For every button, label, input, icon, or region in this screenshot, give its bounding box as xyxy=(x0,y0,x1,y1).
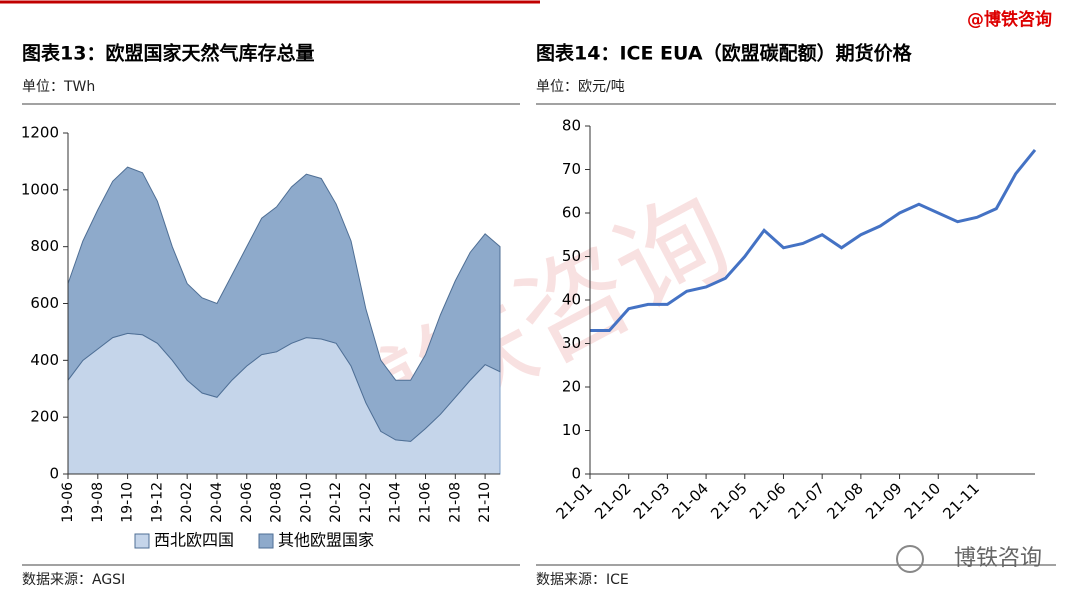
unit-label: 单位：TWh xyxy=(22,79,95,95)
y-tick-label: 400 xyxy=(30,351,59,369)
y-tick-label: 30 xyxy=(562,334,581,352)
logo-icon xyxy=(896,545,924,573)
line xyxy=(590,148,1037,332)
x-tick-label: 21-10 xyxy=(477,482,493,523)
y-tick-label: 0 xyxy=(49,465,59,483)
x-tick-label: 20-10 xyxy=(298,482,314,523)
y-tick-label: 80 xyxy=(562,117,581,135)
watermark: @博铁咨询 xyxy=(967,9,1052,30)
y-tick-label: 60 xyxy=(562,204,581,222)
x-tick-label: 20-02 xyxy=(179,482,195,523)
y-tick-label: 1200 xyxy=(21,124,59,142)
chart-title: 图表14：ICE EUA（欧盟碳配额）期货价格 xyxy=(536,42,913,65)
x-tick-label: 20-04 xyxy=(209,482,225,523)
y-tick-label: 40 xyxy=(562,291,581,309)
y-tick-label: 0 xyxy=(571,465,581,483)
x-tick-label: 19-10 xyxy=(120,482,136,523)
chart-title: 图表13：欧盟国家天然气库存总量 xyxy=(22,42,314,65)
x-tick-label: 21-02 xyxy=(358,482,374,523)
x-tick-label: 19-06 xyxy=(60,482,76,523)
x-tick-label: 21-06 xyxy=(418,482,434,523)
y-tick-label: 1000 xyxy=(21,180,59,198)
y-tick-label: 70 xyxy=(562,160,581,178)
source-label: 数据来源：ICE xyxy=(536,572,629,588)
legend-label: 其他欧盟国家 xyxy=(278,531,374,550)
legend-swatch xyxy=(134,533,150,549)
y-tick-label: 10 xyxy=(562,421,581,439)
y-tick-label: 20 xyxy=(562,378,581,396)
y-tick-label: 200 xyxy=(30,408,59,426)
x-tick-label: 19-08 xyxy=(90,482,106,523)
x-tick-label: 21-04 xyxy=(388,482,404,523)
x-tick-label: 20-12 xyxy=(328,482,344,523)
x-tick-label: 19-12 xyxy=(149,482,165,523)
logo-text: 博铁咨询 xyxy=(954,546,1042,571)
legend-label: 西北欧四国 xyxy=(154,531,234,550)
y-tick-label: 800 xyxy=(30,237,59,255)
legend-swatch xyxy=(258,533,274,549)
x-tick-label: 20-08 xyxy=(269,482,285,523)
y-tick-label: 600 xyxy=(30,294,59,312)
source-label: 数据来源：AGSI xyxy=(22,572,125,588)
area xyxy=(67,166,501,442)
y-tick-label: 50 xyxy=(562,247,581,265)
x-tick-label: 20-06 xyxy=(239,482,255,523)
x-tick-label: 21-08 xyxy=(447,482,463,523)
unit-label: 单位：欧元/吨 xyxy=(536,79,625,95)
